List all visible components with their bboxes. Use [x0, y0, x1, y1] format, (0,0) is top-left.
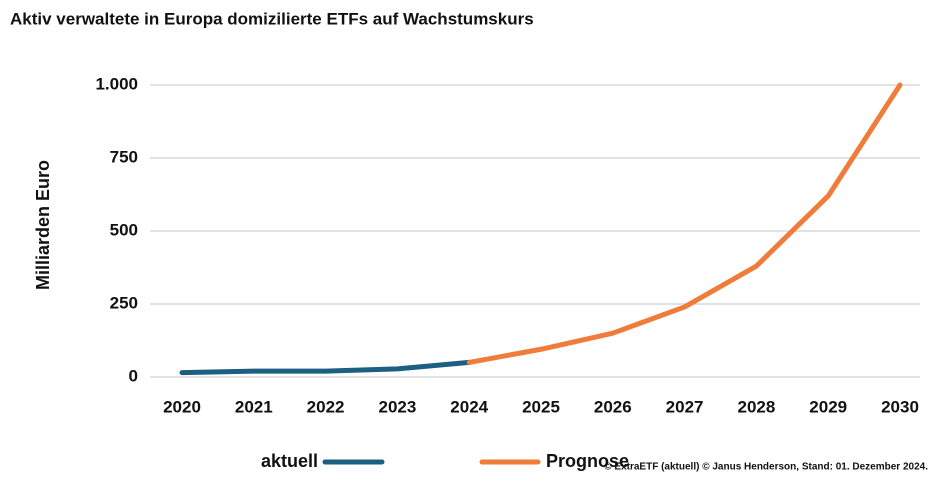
y-tick-label: 750 — [110, 147, 138, 166]
y-tick-label: 1.000 — [95, 74, 138, 93]
x-tick-label: 2021 — [235, 397, 273, 416]
y-tick-label: 500 — [110, 220, 138, 239]
source-note: © ExtraETF (aktuell) © Janus Henderson, … — [604, 462, 928, 473]
x-tick-label: 2025 — [522, 397, 560, 416]
series-line — [466, 82, 903, 365]
chart-title: Aktiv verwaltete in Europa domizilierte … — [10, 9, 534, 28]
x-tick-label: 2022 — [307, 397, 345, 416]
series-line — [179, 359, 472, 376]
y-axis-label: Milliarden Euro — [33, 160, 53, 290]
y-tick-label: 250 — [110, 293, 138, 312]
x-tick-label: 2029 — [809, 397, 847, 416]
x-tick-label: 2026 — [594, 397, 632, 416]
legend-label: aktuell — [261, 451, 318, 471]
legend-label: Prognose — [546, 451, 629, 471]
x-tick-label: 2023 — [378, 397, 416, 416]
x-tick-label: 2027 — [666, 397, 704, 416]
x-tick-label: 2020 — [163, 397, 201, 416]
x-tick-label: 2030 — [881, 397, 919, 416]
x-tick-label: 2028 — [737, 397, 775, 416]
y-tick-label: 0 — [129, 366, 138, 385]
x-tick-label: 2024 — [450, 397, 488, 416]
